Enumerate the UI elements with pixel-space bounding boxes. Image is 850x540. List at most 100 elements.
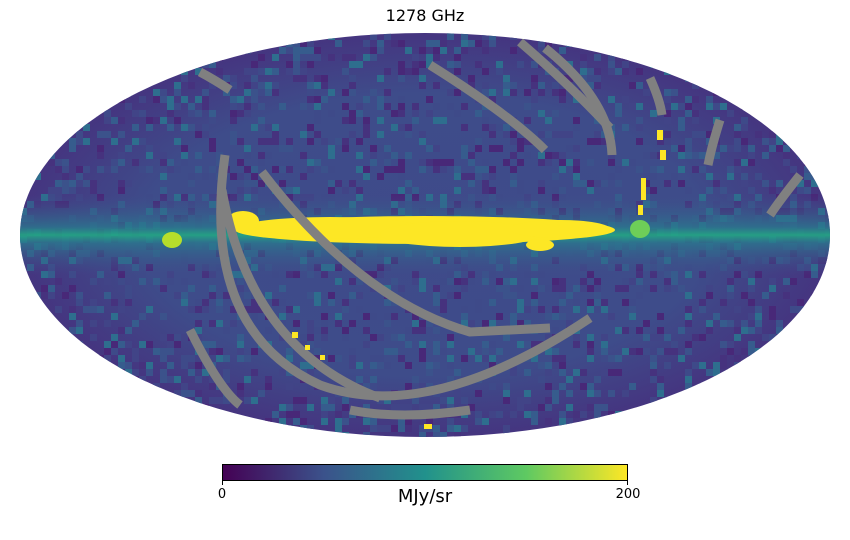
sky-pixel xyxy=(783,341,790,348)
sky-pixel xyxy=(405,187,412,194)
sky-pixel xyxy=(216,152,223,159)
sky-pixel xyxy=(587,355,594,362)
sky-pixel xyxy=(671,173,678,180)
sky-pixel xyxy=(664,285,671,292)
sky-pixel xyxy=(139,383,146,390)
sky-pixel xyxy=(419,82,426,89)
sky-pixel xyxy=(664,117,671,124)
sky-pixel xyxy=(545,313,552,320)
sky-pixel xyxy=(118,180,125,187)
sky-pixel xyxy=(734,82,741,89)
sky-pixel xyxy=(300,47,307,54)
sky-pixel xyxy=(559,131,566,138)
sky-pixel xyxy=(650,411,657,418)
sky-pixel xyxy=(713,418,720,425)
sky-pixel xyxy=(783,131,790,138)
sky-pixel xyxy=(440,166,447,173)
sky-pixel xyxy=(118,369,125,376)
sky-pixel xyxy=(300,341,307,348)
sky-pixel xyxy=(328,152,335,159)
sky-pixel xyxy=(671,145,678,152)
sky-pixel xyxy=(62,159,69,166)
sky-pixel xyxy=(104,292,111,299)
sky-pixel xyxy=(391,404,398,411)
sky-pixel xyxy=(97,96,104,103)
sky-pixel xyxy=(685,306,692,313)
sky-pixel xyxy=(685,320,692,327)
sky-pixel xyxy=(559,362,566,369)
sky-pixel xyxy=(167,103,174,110)
sky-pixel xyxy=(468,404,475,411)
sky-pixel xyxy=(762,362,769,369)
sky-pixel xyxy=(251,180,258,187)
sky-pixel xyxy=(531,292,538,299)
sky-pixel xyxy=(657,33,664,40)
sky-pixel xyxy=(510,82,517,89)
sky-pixel xyxy=(419,383,426,390)
sky-pixel xyxy=(244,47,251,54)
sky-pixel xyxy=(230,138,237,145)
sky-pixel xyxy=(489,89,496,96)
sky-pixel xyxy=(566,159,573,166)
sky-pixel xyxy=(769,285,776,292)
sky-pixel xyxy=(419,404,426,411)
sky-pixel xyxy=(678,61,685,68)
sky-pixel xyxy=(468,40,475,47)
sky-pixel xyxy=(489,40,496,47)
sky-pixel xyxy=(825,341,830,348)
sky-pixel xyxy=(216,299,223,306)
sky-pixel xyxy=(118,278,125,285)
sky-pixel xyxy=(741,138,748,145)
sky-pixel xyxy=(300,397,307,404)
sky-pixel xyxy=(461,425,468,432)
sky-pixel xyxy=(104,110,111,117)
sky-pixel xyxy=(727,292,734,299)
sky-pixel xyxy=(188,285,195,292)
sky-pixel xyxy=(594,285,601,292)
sky-pixel xyxy=(671,397,678,404)
sky-pixel xyxy=(41,61,48,68)
sky-pixel xyxy=(181,96,188,103)
sky-pixel xyxy=(230,33,237,40)
sky-pixel xyxy=(223,397,230,404)
sky-pixel xyxy=(314,54,321,61)
sky-pixel xyxy=(349,180,356,187)
sky-pixel xyxy=(769,33,776,40)
sky-pixel xyxy=(461,173,468,180)
sky-pixel xyxy=(216,306,223,313)
sky-pixel xyxy=(790,124,797,131)
sky-pixel xyxy=(83,355,90,362)
sky-pixel xyxy=(748,299,755,306)
sky-pixel xyxy=(167,397,174,404)
sky-pixel xyxy=(748,341,755,348)
sky-pixel xyxy=(811,117,818,124)
sky-pixel xyxy=(811,75,818,82)
sky-pixel xyxy=(608,61,615,68)
colorbar xyxy=(222,464,628,481)
sky-pixel xyxy=(608,355,615,362)
sky-pixel xyxy=(370,145,377,152)
sky-pixel xyxy=(111,348,118,355)
sky-pixel xyxy=(657,47,664,54)
sky-pixel xyxy=(20,376,27,383)
sky-pixel xyxy=(559,47,566,54)
sky-pixel xyxy=(671,348,678,355)
sky-pixel xyxy=(734,411,741,418)
sky-pixel xyxy=(391,152,398,159)
sky-pixel xyxy=(685,425,692,432)
sky-pixel xyxy=(132,124,139,131)
sky-pixel xyxy=(594,390,601,397)
sky-pixel xyxy=(62,54,69,61)
sky-pixel xyxy=(307,327,314,334)
sky-pixel xyxy=(321,138,328,145)
sky-pixel xyxy=(195,152,202,159)
sky-pixel xyxy=(559,355,566,362)
sky-pixel xyxy=(636,292,643,299)
sky-pixel xyxy=(160,369,167,376)
sky-pixel xyxy=(713,390,720,397)
sky-pixel xyxy=(195,131,202,138)
sky-pixel xyxy=(335,355,342,362)
sky-pixel xyxy=(377,47,384,54)
sky-pixel xyxy=(251,348,258,355)
sky-pixel xyxy=(223,376,230,383)
